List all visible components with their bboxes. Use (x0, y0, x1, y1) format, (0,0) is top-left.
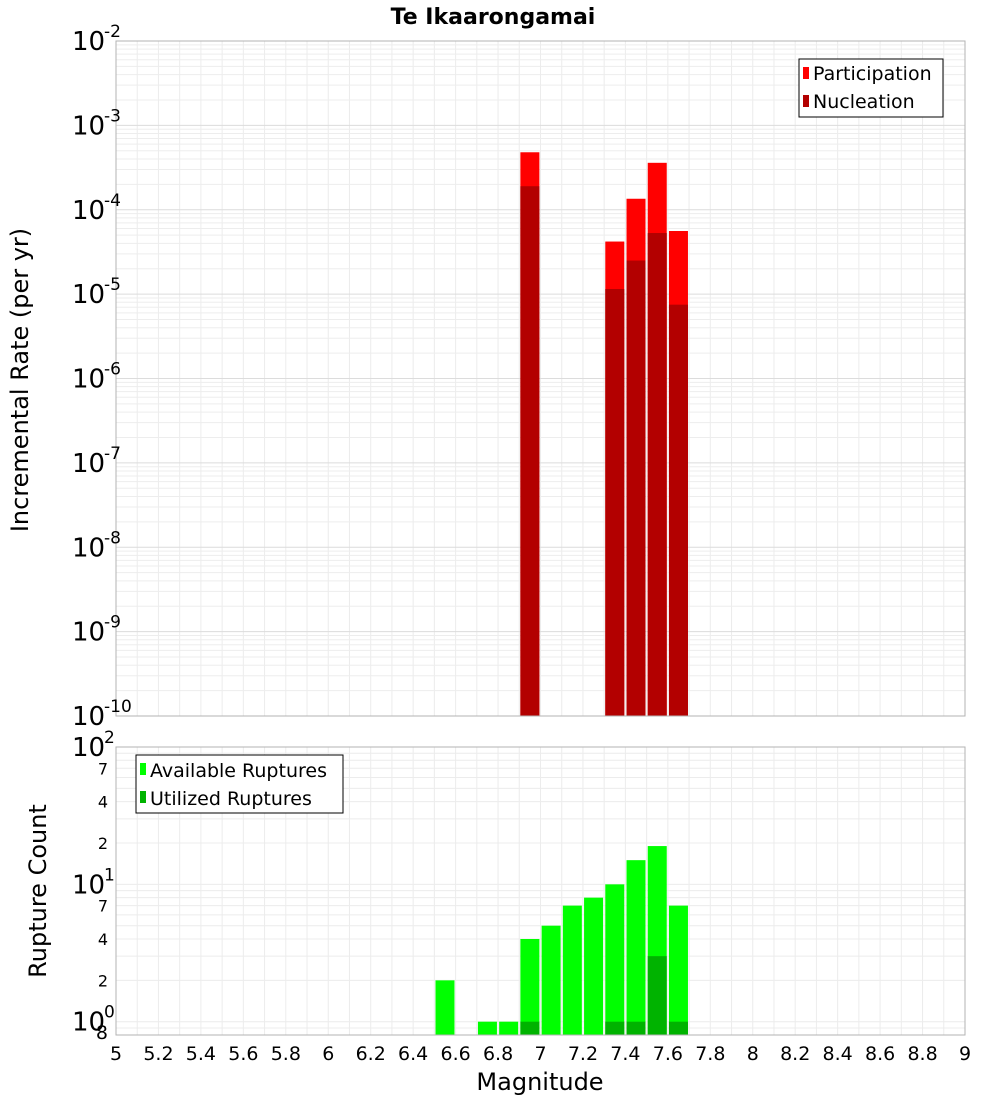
utilized-ruptures-bar (626, 1021, 646, 1035)
x-tick-label: 5 (110, 1043, 122, 1065)
rate-y-tick-label: 10 (72, 365, 105, 395)
rate-y-tick-label: 10 (72, 618, 105, 648)
available-ruptures-bar (435, 980, 455, 1035)
x-axis-label: Magnitude (476, 1068, 603, 1096)
x-tick-label: 6.8 (483, 1043, 513, 1065)
available-ruptures-bar (584, 897, 604, 1035)
utilized-ruptures-bar (605, 1021, 625, 1035)
x-tick-label: 9 (959, 1043, 971, 1065)
utilized-legend-label: Utilized Ruptures (150, 788, 312, 810)
available-ruptures-bar (605, 884, 625, 1035)
available-ruptures-bar (626, 860, 646, 1035)
x-tick-label: 5.4 (186, 1043, 216, 1065)
count-y-tick-exponent: 1 (104, 865, 115, 885)
x-tick-label: 6.6 (440, 1043, 470, 1065)
rate-y-tick-label: 10 (72, 533, 105, 563)
available-legend-swatch (140, 763, 146, 775)
utilized-ruptures-bar (520, 1021, 540, 1035)
count-y-minor-tick-label: 8 (96, 1022, 108, 1044)
rate-y-tick-label: 10 (72, 702, 105, 732)
count-bars (435, 846, 688, 1035)
rate-y-tick-label: 10 (72, 111, 105, 141)
x-tick-label: 6.4 (398, 1043, 428, 1065)
rate-y-tick-label: 10 (72, 449, 105, 479)
rate-y-tick-label: 10 (72, 196, 105, 226)
count-y-minor-tick-label: 4 (98, 930, 108, 949)
utilized-ruptures-bar (647, 956, 667, 1035)
x-tick-label: 6 (322, 1043, 334, 1065)
nucleation-bar (626, 260, 646, 716)
count-y-tick-label: 10 (72, 1008, 105, 1038)
rate-y-tick-exponent: -3 (104, 106, 121, 126)
x-tick-label: 5.8 (271, 1043, 301, 1065)
utilized-legend-swatch (140, 791, 146, 803)
x-tick-label: 8 (747, 1043, 759, 1065)
available-ruptures-bar (499, 1021, 519, 1035)
count-y-minor-tick-label: 7 (98, 759, 108, 778)
nucleation-legend-label: Nucleation (813, 91, 915, 113)
rate-bars (520, 152, 688, 717)
x-tick-label: 7 (534, 1043, 546, 1065)
nucleation-legend-swatch (803, 95, 809, 107)
rate-plot-border (115, 40, 966, 717)
rate-legend: Participation Nucleation (798, 58, 944, 118)
x-tick-label: 8.8 (907, 1043, 937, 1065)
nucleation-bar (647, 233, 667, 716)
rate-y-axis-label: Incremental Rate (per yr) (6, 228, 34, 532)
available-ruptures-bar (541, 925, 561, 1035)
count-y-minor-tick-label: 2 (98, 971, 108, 990)
count-plot-border (115, 746, 966, 1036)
rate-y-tick-exponent: -7 (104, 444, 121, 464)
rate-y-tick-label: 10 (72, 27, 105, 57)
rate-legend-box (798, 58, 944, 118)
rate-y-tick-exponent: -9 (104, 613, 121, 633)
chart-title: Te Ikaarongamai (391, 5, 596, 30)
rate-y-tick-exponent: -2 (104, 22, 121, 42)
available-ruptures-bar (477, 1021, 497, 1035)
x-tick-label: 7.4 (610, 1043, 640, 1065)
available-ruptures-bar (520, 939, 540, 1035)
count-legend-box (135, 754, 344, 814)
nucleation-bar (668, 304, 688, 716)
nucleation-bar (520, 186, 540, 716)
x-tick-label: 8.2 (780, 1043, 810, 1065)
count-y-axis-label: Rupture Count (24, 804, 52, 978)
count-legend: Available Ruptures Utilized Ruptures (135, 754, 344, 814)
rate-grid (115, 41, 966, 717)
rate-y-tick-exponent: -8 (104, 528, 121, 548)
utilized-ruptures-bar (668, 1021, 688, 1035)
count-y-tick-label: 10 (72, 870, 105, 900)
x-tick-label: 7.8 (695, 1043, 725, 1065)
x-tick-label: 5.2 (143, 1043, 173, 1065)
count-y-minor-tick-label: 4 (98, 793, 108, 812)
count-y-tick-exponent: 2 (104, 728, 115, 748)
count-y-tick-label: 10 (72, 733, 105, 763)
available-ruptures-bar (562, 905, 582, 1035)
rate-y-tick-exponent: -10 (104, 697, 132, 717)
x-tick-label: 8.4 (823, 1043, 853, 1065)
available-legend-label: Available Ruptures (150, 760, 327, 782)
x-tick-label: 7.2 (568, 1043, 598, 1065)
count-y-minor-tick-label: 2 (98, 834, 108, 853)
rate-y-tick-label: 10 (72, 280, 105, 310)
rate-y-tick-exponent: -6 (104, 360, 121, 380)
count-y-tick-exponent: 0 (104, 1003, 115, 1023)
participation-legend-label: Participation (813, 63, 932, 85)
nucleation-bar (605, 289, 625, 716)
x-tick-label: 8.6 (865, 1043, 895, 1065)
magnitude-x-ticks: 5 5.2 5.4 5.6 5.8 6 6.2 6.4 6.6 6.8 7 7.2 7.4 7.6 7.8 8… (110, 1043, 971, 1065)
rate-y-tick-exponent: -5 (104, 275, 121, 295)
x-tick-label: 7.6 (653, 1043, 683, 1065)
count-y-minor-tick-label: 7 (98, 897, 108, 916)
x-tick-label: 5.6 (228, 1043, 258, 1065)
participation-legend-swatch (803, 67, 809, 79)
x-tick-label: 6.2 (356, 1043, 386, 1065)
available-ruptures-bar (668, 905, 688, 1035)
rate-y-tick-exponent: -4 (104, 191, 121, 211)
